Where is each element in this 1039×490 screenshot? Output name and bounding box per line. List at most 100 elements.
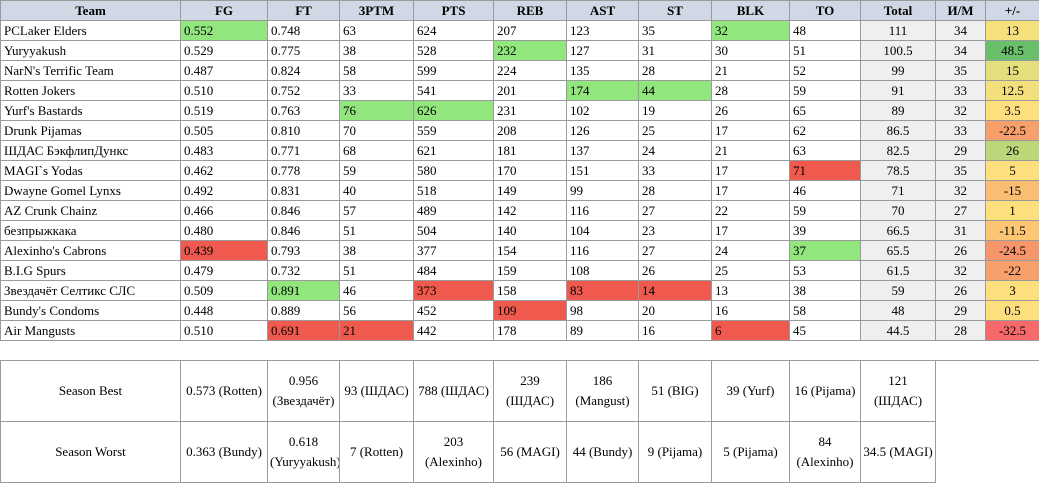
table-row: PCLaker Elders 0.552 0.748 63 624 207 123 35 32 4… [0, 20, 1039, 41]
cell-reb: 142 [493, 200, 567, 221]
cell-total: 70 [860, 200, 936, 221]
cell-ft: 0.778 [267, 160, 340, 181]
cell-blk: 26 [711, 100, 790, 121]
team-name: Rotten Jokers [0, 80, 181, 101]
header-im: И/М [935, 0, 986, 21]
cell-ft: 0.775 [267, 40, 340, 61]
cell-blk: 25 [711, 260, 790, 281]
empty-cell [986, 361, 1039, 422]
season-worst-value: 0.363 (Bundy) [180, 421, 268, 483]
season-best-value: 788 (ШДАС) [413, 360, 494, 422]
season-worst-value: 44 (Bundy) [566, 421, 639, 483]
cell-plus-minus: 3 [985, 280, 1039, 301]
team-name: AZ Crunk Chainz [0, 200, 181, 221]
cell-pts: 377 [413, 240, 494, 261]
cell-tpm: 40 [339, 180, 414, 201]
cell-to: 52 [789, 60, 861, 81]
cell-ft: 0.810 [267, 120, 340, 141]
cell-ast: 102 [566, 100, 639, 121]
cell-plus-minus: -22.5 [985, 120, 1039, 141]
cell-ft: 0.732 [267, 260, 340, 281]
cell-im: 35 [935, 160, 986, 181]
cell-im: 26 [935, 240, 986, 261]
team-name: Звездачёт Селтикс СЛС [0, 280, 181, 301]
cell-st: 35 [638, 20, 712, 41]
cell-to: 65 [789, 100, 861, 121]
cell-plus-minus: 0.5 [985, 300, 1039, 321]
cell-plus-minus: -11.5 [985, 220, 1039, 241]
cell-blk: 21 [711, 140, 790, 161]
cell-total: 59 [860, 280, 936, 301]
cell-st: 14 [638, 280, 712, 301]
cell-total: 99 [860, 60, 936, 81]
cell-im: 32 [935, 100, 986, 121]
team-name: NarN's Terrific Team [0, 60, 181, 81]
cell-ast: 116 [566, 200, 639, 221]
table-row: Air Mangusts 0.510 0.691 21 442 178 89 16 6 45 44.… [0, 320, 1039, 341]
cell-pts: 621 [413, 140, 494, 161]
cell-reb: 109 [493, 300, 567, 321]
cell-st: 33 [638, 160, 712, 181]
team-rows: PCLaker Elders 0.552 0.748 63 624 207 123 35 32 4… [0, 20, 1039, 341]
cell-st: 44 [638, 80, 712, 101]
cell-st: 20 [638, 300, 712, 321]
cell-plus-minus: 1 [985, 200, 1039, 221]
cell-fg: 0.487 [180, 60, 268, 81]
cell-tpm: 56 [339, 300, 414, 321]
cell-ast: 99 [566, 180, 639, 201]
cell-pts: 580 [413, 160, 494, 181]
cell-to: 38 [789, 280, 861, 301]
season-worst-value: 9 (Pijama) [638, 421, 712, 483]
cell-ast: 174 [566, 80, 639, 101]
cell-total: 82.5 [860, 140, 936, 161]
team-name: Air Mangusts [0, 320, 181, 341]
cell-to: 58 [789, 300, 861, 321]
cell-plus-minus: 3.5 [985, 100, 1039, 121]
table-row: Yurf's Bastards 0.519 0.763 76 626 231 102 19 26… [0, 100, 1039, 121]
season-records: Season Best 0.573 (Rotten) 0.956 (Звездач… [0, 340, 1039, 483]
cell-ast: 98 [566, 300, 639, 321]
cell-blk: 17 [711, 120, 790, 141]
cell-reb: 159 [493, 260, 567, 281]
cell-reb: 224 [493, 60, 567, 81]
cell-ft: 0.891 [267, 280, 340, 301]
cell-to: 46 [789, 180, 861, 201]
team-name: безпрыжкака [0, 220, 181, 241]
cell-st: 27 [638, 240, 712, 261]
cell-reb: 170 [493, 160, 567, 181]
season-best-value: 239 (ШДАС) [493, 360, 567, 422]
cell-fg: 0.519 [180, 100, 268, 121]
cell-ast: 137 [566, 140, 639, 161]
table-row: Dwayne Gomel Lynxs 0.492 0.831 40 518 149 99 28… [0, 180, 1039, 201]
cell-fg: 0.509 [180, 280, 268, 301]
cell-plus-minus: 12.5 [985, 80, 1039, 101]
season-best-value: 186 (Mangust) [566, 360, 639, 422]
cell-pts: 373 [413, 280, 494, 301]
cell-plus-minus: 26 [985, 140, 1039, 161]
table-row: безпрыжкака 0.480 0.846 51 504 140 104 23 17 39 66… [0, 220, 1039, 241]
cell-ast: 123 [566, 20, 639, 41]
table-row: ШДАС БэкфлипДункс 0.483 0.771 68 621 181 137 24… [0, 140, 1039, 161]
cell-fg: 0.505 [180, 120, 268, 141]
season-worst-row: Season Worst 0.363 (Bundy) 0.618 (Yuryyak… [0, 421, 1039, 483]
team-name: Yurf's Bastards [0, 100, 181, 121]
season-best-value: 0.956 (Звездачёт) [267, 360, 340, 422]
season-worst-value: 84 (Alexinho) [789, 421, 861, 483]
cell-ft: 0.889 [267, 300, 340, 321]
cell-st: 19 [638, 100, 712, 121]
cell-st: 31 [638, 40, 712, 61]
cell-reb: 149 [493, 180, 567, 201]
cell-total: 86.5 [860, 120, 936, 141]
cell-total: 78.5 [860, 160, 936, 181]
cell-plus-minus: 48.5 [985, 40, 1039, 61]
cell-ft: 0.793 [267, 240, 340, 261]
season-best-value: 39 (Yurf) [711, 360, 790, 422]
table-row: Drunk Pijamas 0.505 0.810 70 559 208 126 25 17 62… [0, 120, 1039, 141]
cell-total: 48 [860, 300, 936, 321]
cell-to: 37 [789, 240, 861, 261]
cell-im: 35 [935, 60, 986, 81]
season-best-value: 93 (ШДАС) [339, 360, 414, 422]
header-blk: BLK [711, 0, 790, 21]
cell-total: 71 [860, 180, 936, 201]
cell-st: 28 [638, 60, 712, 81]
